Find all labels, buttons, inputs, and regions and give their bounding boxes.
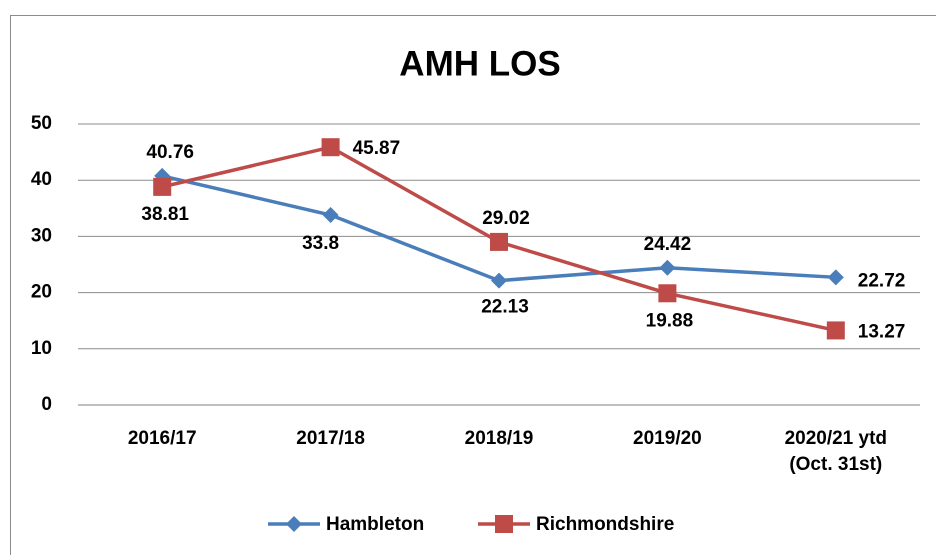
y-tick-label: 10 (31, 338, 52, 359)
legend-label: Hambleton (326, 514, 424, 535)
x-tick-label: 2018/19 (465, 428, 534, 449)
marker (659, 259, 676, 276)
data-label: 24.42 (644, 234, 692, 255)
y-tick-label: 20 (31, 282, 52, 303)
chart-title: AMH LOS (399, 44, 560, 83)
marker (826, 321, 845, 340)
x-tick-label: 2017/18 (296, 428, 365, 449)
data-label: 13.27 (858, 321, 906, 342)
marker (322, 207, 339, 224)
legend-marker (495, 515, 513, 533)
x-tick-label: 2016/17 (128, 428, 197, 449)
data-label: 33.8 (302, 233, 339, 254)
marker (491, 272, 507, 289)
data-label: 22.72 (858, 270, 906, 291)
data-label: 40.76 (146, 142, 194, 163)
y-tick-label: 50 (31, 113, 52, 134)
data-label: 29.02 (482, 208, 530, 229)
y-tick-label: 30 (31, 225, 52, 246)
marker (658, 284, 677, 303)
marker (321, 138, 340, 157)
data-label: 22.13 (481, 297, 529, 318)
x-tick-label: 2019/20 (633, 428, 702, 449)
marker (153, 177, 172, 196)
legend-marker (286, 516, 302, 532)
data-label: 45.87 (353, 138, 401, 159)
x-tick-label-line: (Oct. 31st) (789, 454, 882, 475)
marker (827, 269, 844, 286)
y-tick-label: 40 (31, 169, 52, 190)
y-tick-label: 0 (41, 394, 52, 415)
marker (490, 232, 508, 251)
legend-label: Richmondshire (536, 514, 674, 535)
data-label: 38.81 (141, 204, 189, 225)
x-tick-label: 2020/21 ytd (Oct. 31st) (785, 428, 887, 475)
data-label: 19.88 (646, 310, 694, 331)
x-tick-label-line: 2020/21 ytd (785, 428, 887, 449)
chart-border (10, 15, 936, 555)
